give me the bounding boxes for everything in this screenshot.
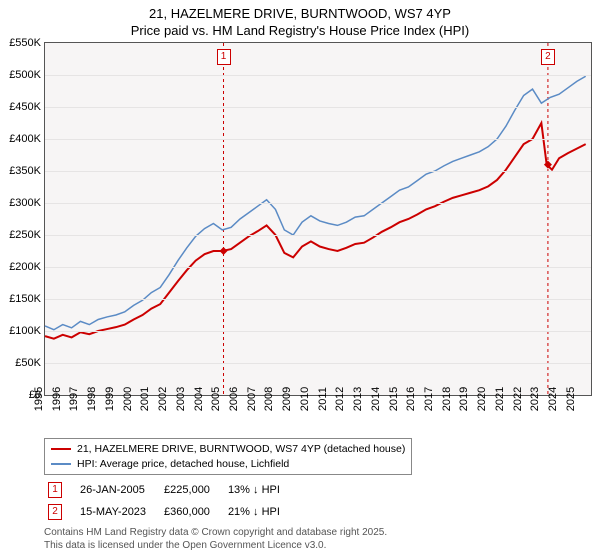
grid-line — [45, 107, 591, 108]
event-date: 26-JAN-2005 — [78, 480, 160, 500]
event-date: 15-MAY-2023 — [78, 502, 160, 522]
legend-item: 21, HAZELMERE DRIVE, BURNTWOOD, WS7 4YP … — [51, 442, 405, 457]
y-axis-label: £500K — [9, 69, 41, 81]
x-axis-label: 2011 — [317, 387, 329, 411]
x-axis-label: 2010 — [299, 387, 311, 411]
x-axis-label: 2007 — [245, 387, 257, 411]
grid-line — [45, 203, 591, 204]
footer-attribution: Contains HM Land Registry data © Crown c… — [44, 526, 387, 552]
x-axis-label: 1996 — [50, 387, 62, 411]
y-axis-label: £550K — [9, 37, 41, 49]
chart-title: 21, HAZELMERE DRIVE, BURNTWOOD, WS7 4YP … — [0, 0, 600, 40]
chart-lines-svg — [45, 43, 591, 395]
x-axis-label: 2021 — [494, 387, 506, 411]
x-axis-label: 2012 — [334, 387, 346, 411]
x-axis-label: 1998 — [86, 387, 98, 411]
footer-line-2: This data is licensed under the Open Gov… — [44, 540, 326, 551]
legend-label: 21, HAZELMERE DRIVE, BURNTWOOD, WS7 4YP … — [77, 442, 405, 457]
x-axis-label: 1995 — [33, 387, 45, 411]
grid-line — [45, 267, 591, 268]
y-axis-label: £50K — [15, 357, 41, 369]
y-axis-label: £100K — [9, 325, 41, 337]
grid-line — [45, 235, 591, 236]
grid-line — [45, 363, 591, 364]
legend-box: 21, HAZELMERE DRIVE, BURNTWOOD, WS7 4YP … — [44, 438, 412, 475]
x-axis-label: 2019 — [458, 387, 470, 411]
title-line-2: Price paid vs. HM Land Registry's House … — [131, 23, 469, 38]
x-axis-label: 2004 — [192, 387, 204, 411]
y-axis-label: £300K — [9, 197, 41, 209]
x-axis-label: 2018 — [440, 387, 452, 411]
x-axis-label: 2006 — [228, 387, 240, 411]
x-axis-label: 1999 — [104, 387, 116, 411]
event-delta: 21% ↓ HPI — [226, 502, 294, 522]
x-axis-label: 2008 — [263, 387, 275, 411]
x-axis-label: 2005 — [210, 387, 222, 411]
x-axis-label: 2025 — [565, 387, 577, 411]
x-axis-label: 2000 — [121, 387, 133, 411]
x-axis-label: 2015 — [387, 387, 399, 411]
x-axis-label: 2003 — [175, 387, 187, 411]
event-price: £225,000 — [162, 480, 224, 500]
x-axis-label: 2013 — [352, 387, 364, 411]
legend-item: HPI: Average price, detached house, Lich… — [51, 457, 405, 472]
event-marker-icon: 1 — [48, 482, 62, 498]
x-axis-label: 2024 — [547, 387, 559, 411]
x-axis-label: 2017 — [423, 387, 435, 411]
legend-swatch — [51, 448, 71, 450]
plot-area: £0£50K£100K£150K£200K£250K£300K£350K£400… — [44, 42, 592, 396]
y-axis-label: £150K — [9, 293, 41, 305]
chart-container: 21, HAZELMERE DRIVE, BURNTWOOD, WS7 4YP … — [0, 0, 600, 560]
event-marker-icon: 2 — [48, 504, 62, 520]
event-delta: 13% ↓ HPI — [226, 480, 294, 500]
x-axis-label: 2001 — [139, 387, 151, 411]
x-axis-label: 1997 — [68, 387, 80, 411]
legend-swatch — [51, 463, 71, 465]
grid-line — [45, 299, 591, 300]
y-axis-label: £200K — [9, 261, 41, 273]
x-axis-label: 2016 — [405, 387, 417, 411]
grid-line — [45, 171, 591, 172]
y-axis-label: £450K — [9, 101, 41, 113]
x-axis-label: 2023 — [529, 387, 541, 411]
y-axis-label: £250K — [9, 229, 41, 241]
events-table: 1 26-JAN-2005£225,00013% ↓ HPI 2 15-MAY-202… — [44, 478, 296, 524]
grid-line — [45, 331, 591, 332]
title-line-1: 21, HAZELMERE DRIVE, BURNTWOOD, WS7 4YP — [149, 6, 451, 21]
y-axis-label: £400K — [9, 133, 41, 145]
grid-line — [45, 75, 591, 76]
series-price_paid — [45, 123, 586, 339]
footer-line-1: Contains HM Land Registry data © Crown c… — [44, 527, 387, 538]
x-axis-label: 2022 — [511, 387, 523, 411]
event-price: £360,000 — [162, 502, 224, 522]
event-row: 1 26-JAN-2005£225,00013% ↓ HPI — [46, 480, 294, 500]
event-marker-2: 2 — [541, 49, 555, 65]
y-axis-label: £350K — [9, 165, 41, 177]
legend-label: HPI: Average price, detached house, Lich… — [77, 457, 289, 472]
event-marker-1: 1 — [217, 49, 231, 65]
x-axis-label: 2020 — [476, 387, 488, 411]
event-row: 2 15-MAY-2023£360,00021% ↓ HPI — [46, 502, 294, 522]
x-axis-label: 2002 — [157, 387, 169, 411]
x-axis-label: 2014 — [370, 387, 382, 411]
x-axis-label: 2009 — [281, 387, 293, 411]
grid-line — [45, 139, 591, 140]
